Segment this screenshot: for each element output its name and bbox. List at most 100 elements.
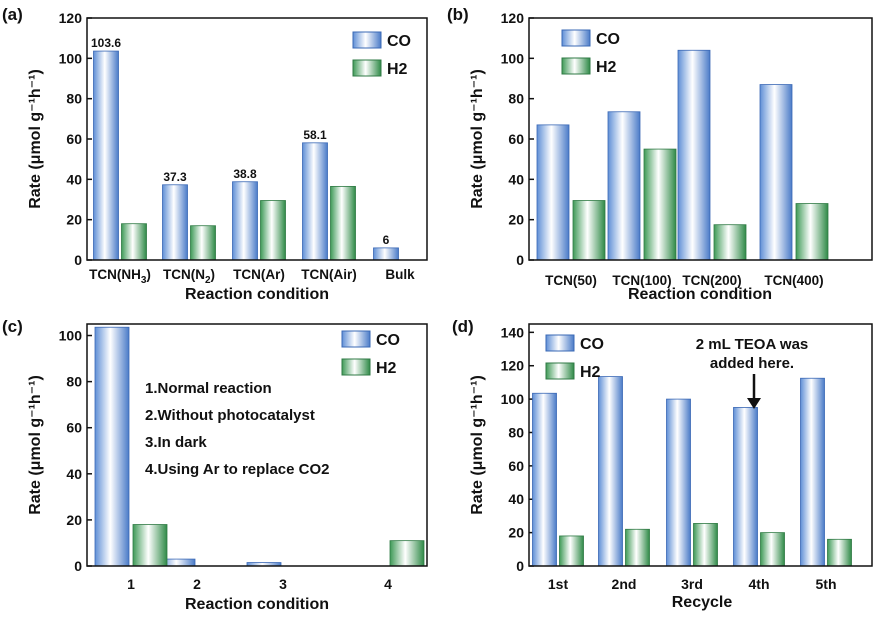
panel-a-bar-co-4: [373, 247, 399, 261]
panel-c: (c) 0 20 40 60 80 100 1 2 3 4 Reaction condition…: [2, 317, 428, 613]
panel-a-data-label-3: 58.1: [303, 128, 327, 142]
panel-a-ytick-5: 100: [59, 50, 83, 66]
panel-c-legend-h2: H2: [376, 360, 397, 377]
panel-a-legend-co: CO: [387, 33, 411, 50]
panel-c-yticks: 0 20 40 60 80 100: [59, 328, 92, 574]
panel-a-xtick-3: TCN(Air): [301, 267, 357, 282]
panel-b-xtick-3: TCN(400): [764, 273, 823, 288]
panel-d-bar-h2-4: [827, 538, 852, 567]
panel-a-xtick-2: TCN(Ar): [233, 267, 285, 282]
panel-d-xtick-1: 2nd: [612, 576, 637, 592]
panel-d-note-line-2: added here.: [710, 355, 794, 372]
panel-d-ytick-3: 60: [508, 458, 524, 474]
panel-b-bar-h2-1: [643, 148, 677, 261]
panel-b-bar-co-2: [677, 49, 711, 261]
panel-c-ylabel: Rate (μmol g⁻¹h⁻¹): [27, 375, 44, 515]
panel-a-legend: CO H2: [352, 31, 411, 78]
panel-a-bars: [93, 50, 399, 261]
panel-b-bar-co-1: [607, 111, 641, 261]
panel-a-xtick-4: Bulk: [385, 267, 415, 282]
panel-c-bar-co-0: [94, 326, 130, 567]
panel-b-ytick-0: 0: [516, 252, 524, 268]
panel-d-bar-co-1: [598, 376, 623, 567]
panel-a-ylabel: Rate (μmol g⁻¹h⁻¹): [27, 69, 44, 209]
panel-b-yticks: 0 20 40 60 80 100 120: [501, 10, 534, 268]
panel-c-ytick-4: 80: [66, 374, 82, 390]
panel-a-bar-co-0: [93, 50, 119, 261]
panel-d-ytick-0: 0: [516, 558, 524, 574]
panel-b-legend: CO H2: [561, 29, 620, 76]
panel-d-xticks: 1st 2nd 3rd 4th 5th: [548, 576, 837, 592]
panel-d-bar-co-3: [733, 407, 758, 567]
panel-a-data-label-1: 37.3: [163, 170, 187, 184]
panel-d-ytick-6: 120: [501, 358, 525, 374]
panel-c-xlabel: Reaction condition: [185, 596, 329, 613]
panel-b-bar-co-3: [759, 84, 793, 261]
panel-d-annotation: 2 mL TEOA was added here.: [696, 336, 808, 409]
panel-b-bar-h2-0: [572, 200, 606, 261]
panel-d-xtick-2: 3rd: [681, 576, 703, 592]
panel-d-bar-co-2: [666, 398, 691, 567]
panel-b-xtick-0: TCN(50): [545, 273, 597, 288]
panel-d: (d) 0 20 40 60 80 100 120 140 1st 2nd 3rd 4th 5th R…: [452, 317, 873, 611]
panel-c-ytick-2: 40: [66, 466, 82, 482]
panel-a-yticks: 0 20 40 60 80 100 120: [59, 10, 92, 268]
panel-a-ytick-2: 40: [66, 171, 82, 187]
panel-d-legend-h2-swatch: [545, 362, 575, 380]
panel-d-bar-h2-2: [693, 523, 718, 567]
panel-b-xtick-2: TCN(200): [682, 273, 741, 288]
panel-d-bar-co-0: [532, 392, 557, 567]
panel-d-frame: [528, 323, 873, 567]
panel-b-ytick-5: 100: [501, 50, 525, 66]
panel-c-xtick-2: 3: [279, 576, 287, 592]
panel-a-data-label-4: 6: [383, 233, 390, 247]
panel-b-legend-co-swatch: [561, 29, 591, 47]
panel-d-arrow-head: [747, 398, 761, 409]
panel-a-bar-co-1: [162, 184, 188, 261]
panel-b-bar-h2-2: [713, 224, 747, 261]
panel-a-bar-co-2: [232, 181, 258, 261]
panel-a-data-labels: 103.6 37.3 38.8 58.1 6: [91, 36, 390, 247]
panel-a-data-label-2: 38.8: [233, 167, 257, 181]
panel-d-ytick-7: 140: [501, 324, 525, 340]
panel-d-ytick-1: 20: [508, 525, 524, 541]
panel-a-ytick-0: 0: [74, 252, 82, 268]
panel-d-bars: [532, 376, 852, 567]
panel-d-ytick-5: 100: [501, 391, 525, 407]
panel-c-ytick-5: 100: [59, 328, 83, 344]
panel-c-note-1: 1.Normal reaction: [145, 380, 272, 397]
panel-a-frame: [86, 17, 428, 261]
panel-c-notes: 1.Normal reaction 2.Without photocatalys…: [145, 380, 330, 478]
panel-c-bar-h2-3: [389, 540, 425, 567]
panel-b-ytick-3: 60: [508, 131, 524, 147]
panel-b-legend-h2-swatch: [561, 57, 591, 75]
panel-b-xtick-1: TCN(100): [612, 273, 671, 288]
panel-d-bar-h2-1: [625, 528, 650, 567]
panel-b-ytick-6: 120: [501, 10, 525, 26]
panel-b-legend-co: CO: [596, 31, 620, 48]
panel-b-xticks: TCN(50) TCN(100) TCN(200) TCN(400): [545, 273, 824, 288]
panel-d-bar-h2-3: [760, 532, 785, 567]
panel-b-ytick-2: 40: [508, 171, 524, 187]
panel-c-bars: [94, 326, 425, 567]
panel-d-bar-h2-0: [559, 535, 584, 567]
panel-c-note-3: 3.In dark: [145, 434, 207, 451]
panel-a-xtick-1: TCN(N2): [163, 267, 215, 286]
panel-a-ytick-1: 20: [66, 212, 82, 228]
panel-c-note-4: 4.Using Ar to replace CO2: [145, 461, 330, 478]
panel-b-ytick-1: 20: [508, 212, 524, 228]
panel-d-ylabel: Rate (μmol g⁻¹h⁻¹): [469, 375, 486, 515]
panel-d-bar-co-4: [800, 377, 825, 567]
panel-d-legend-co: CO: [580, 336, 604, 353]
panel-d-label: (d): [452, 317, 474, 336]
panel-d-ytick-4: 80: [508, 424, 524, 440]
panel-c-xtick-3: 4: [384, 576, 392, 592]
panel-b: (b) 0 20 40 60 80 100 120 TCN(50) TCN(100) TCN(2…: [447, 5, 873, 303]
panel-c-legend-co: CO: [376, 332, 400, 349]
panel-d-xtick-3: 4th: [749, 576, 770, 592]
panel-d-legend: CO H2: [545, 334, 604, 381]
panel-c-frame: [86, 323, 428, 567]
panel-a-bar-h2-1: [190, 225, 216, 261]
panel-a: (a) 0 20 40 60 80 100 120 103.6 37.3 38.8 58.1 6 T…: [2, 5, 428, 303]
